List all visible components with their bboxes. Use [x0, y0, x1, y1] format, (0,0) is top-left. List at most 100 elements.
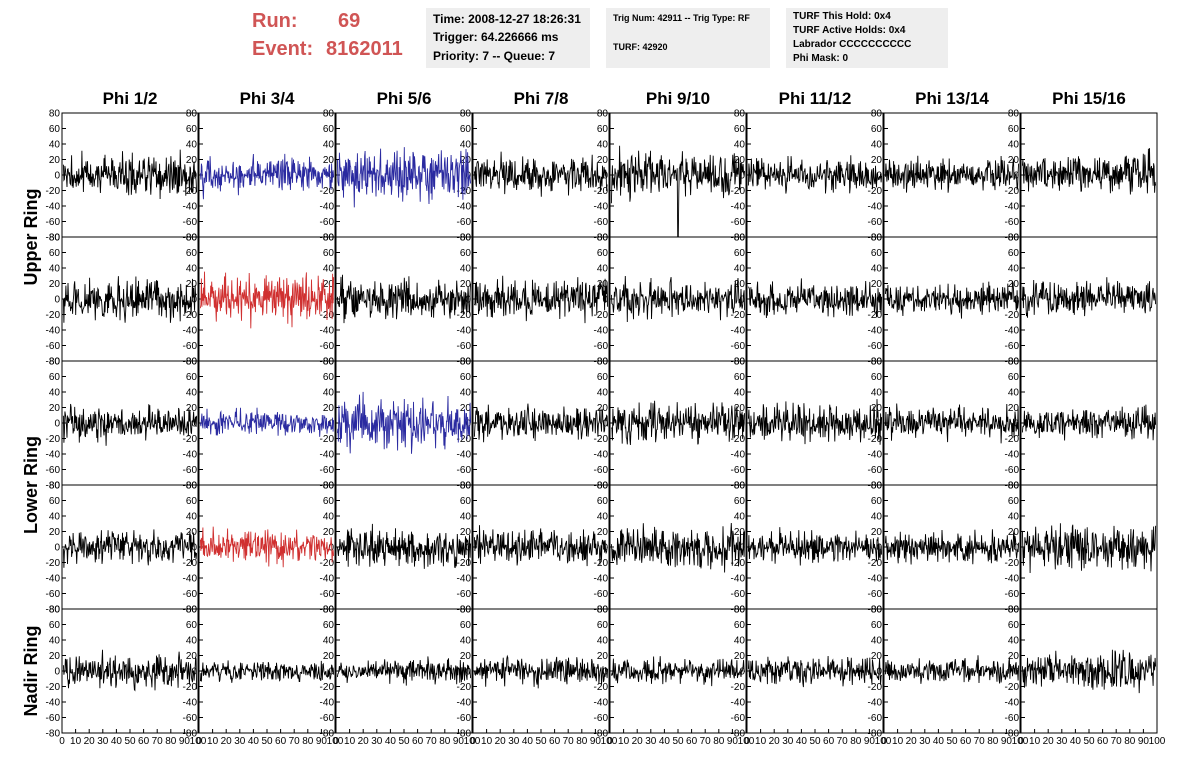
x-tick-label: 60: [960, 736, 972, 747]
y-tick-label: -60: [731, 589, 746, 600]
y-tick-label: 60: [460, 124, 472, 135]
y-tick-label: 20: [49, 527, 61, 538]
y-tick-label: 40: [734, 512, 746, 523]
y-tick-label: -60: [183, 341, 198, 352]
y-tick-label: 20: [1008, 651, 1020, 662]
y-tick-label: 20: [323, 403, 335, 414]
y-tick-label: -60: [46, 217, 61, 228]
run-event-label: Run: 69 Event: 8162011: [252, 8, 412, 64]
y-tick-label: -20: [183, 310, 198, 321]
y-tick-label: -60: [731, 465, 746, 476]
y-tick-label: -40: [1005, 202, 1020, 213]
y-tick-label: 80: [734, 109, 746, 120]
waveform-trace: [610, 145, 746, 238]
y-tick-label: 80: [460, 233, 472, 244]
column-title: Phi 7/8: [514, 89, 569, 108]
y-tick-label: 20: [49, 403, 61, 414]
y-tick-label: -60: [320, 713, 335, 724]
x-tick-label: 80: [302, 736, 314, 747]
y-tick-label: 20: [1008, 403, 1020, 414]
phi-mask-text: Phi Mask: 0: [793, 53, 849, 64]
waveform-trace: [473, 151, 608, 197]
waveform-trace: [199, 153, 335, 200]
y-tick-label: -80: [594, 481, 609, 492]
y-tick-label: 80: [49, 233, 61, 244]
y-tick-label: 20: [597, 527, 609, 538]
y-tick-label: 80: [49, 481, 61, 492]
y-tick-label: 20: [597, 403, 609, 414]
y-tick-label: 80: [597, 605, 609, 616]
x-tick-label: 0: [59, 736, 65, 747]
y-tick-label: -60: [46, 341, 61, 352]
y-tick-label: -40: [868, 202, 883, 213]
y-tick-label: -60: [46, 589, 61, 600]
y-tick-label: -20: [457, 310, 472, 321]
y-tick-label: -40: [457, 450, 472, 461]
y-tick-label: 40: [460, 264, 472, 275]
x-tick-label: 30: [645, 736, 657, 747]
x-tick-label: 80: [439, 736, 451, 747]
y-tick-label: -80: [183, 481, 198, 492]
waveform-trace: [1021, 277, 1157, 318]
y-tick-label: -40: [183, 450, 198, 461]
time-text: Time: 2008-12-27 18:26:31: [433, 12, 581, 26]
waveform-trace: [336, 391, 472, 454]
waveform-trace: [884, 655, 1020, 684]
y-tick-label: 60: [1008, 496, 1020, 507]
column-title: Phi 1/2: [103, 89, 158, 108]
y-tick-label: 80: [49, 605, 61, 616]
y-tick-label: -20: [594, 558, 609, 569]
y-tick-label: 60: [871, 620, 883, 631]
y-tick-label: 20: [871, 279, 883, 290]
x-tick-label: 50: [809, 736, 821, 747]
y-tick-label: -20: [1005, 682, 1020, 693]
x-tick-label: 10: [755, 736, 767, 747]
y-tick-label: 40: [871, 388, 883, 399]
y-tick-label: -80: [868, 605, 883, 616]
y-tick-label: -60: [457, 589, 472, 600]
y-tick-label: 20: [186, 155, 198, 166]
y-tick-label: 20: [871, 651, 883, 662]
y-tick-label: 60: [871, 124, 883, 135]
x-tick-label: 20: [84, 736, 96, 747]
y-tick-label: -60: [457, 465, 472, 476]
waveform-trace: [199, 660, 335, 683]
y-tick-label: -40: [46, 450, 61, 461]
y-tick-label: -80: [868, 729, 883, 740]
waveform-trace: [884, 155, 1020, 193]
x-tick-label: 70: [289, 736, 301, 747]
y-tick-label: 40: [186, 512, 198, 523]
y-tick-label: -80: [1005, 357, 1020, 368]
y-tick-label: 40: [49, 512, 61, 523]
y-tick-label: -20: [46, 434, 61, 445]
y-tick-label: 40: [871, 140, 883, 151]
y-tick-label: 40: [323, 264, 335, 275]
y-tick-label: -80: [320, 357, 335, 368]
y-tick-label: 80: [323, 109, 335, 120]
y-tick-label: 60: [1008, 620, 1020, 631]
event-label: Event:: [252, 38, 314, 60]
y-tick-label: 20: [1008, 279, 1020, 290]
y-tick-label: -80: [457, 605, 472, 616]
y-tick-label: 60: [49, 124, 61, 135]
waveform-trace: [884, 281, 1020, 319]
y-tick-label: -40: [731, 202, 746, 213]
waveform-trace: [884, 529, 1020, 565]
y-tick-label: -80: [1005, 605, 1020, 616]
y-tick-label: 80: [186, 233, 198, 244]
y-tick-label: -60: [320, 341, 335, 352]
x-tick-label: 20: [632, 736, 644, 747]
y-tick-label: -40: [320, 326, 335, 337]
y-tick-label: 0: [54, 419, 60, 430]
y-tick-label: -60: [1005, 217, 1020, 228]
y-tick-label: 80: [460, 109, 472, 120]
y-tick-label: -40: [868, 450, 883, 461]
y-tick-label: -60: [868, 465, 883, 476]
y-tick-label: -20: [46, 186, 61, 197]
y-tick-label: -60: [457, 713, 472, 724]
x-tick-label: 100: [875, 736, 892, 747]
y-tick-label: -40: [731, 574, 746, 585]
y-tick-label: -40: [868, 574, 883, 585]
y-tick-label: 80: [871, 357, 883, 368]
y-tick-label: 40: [597, 636, 609, 647]
